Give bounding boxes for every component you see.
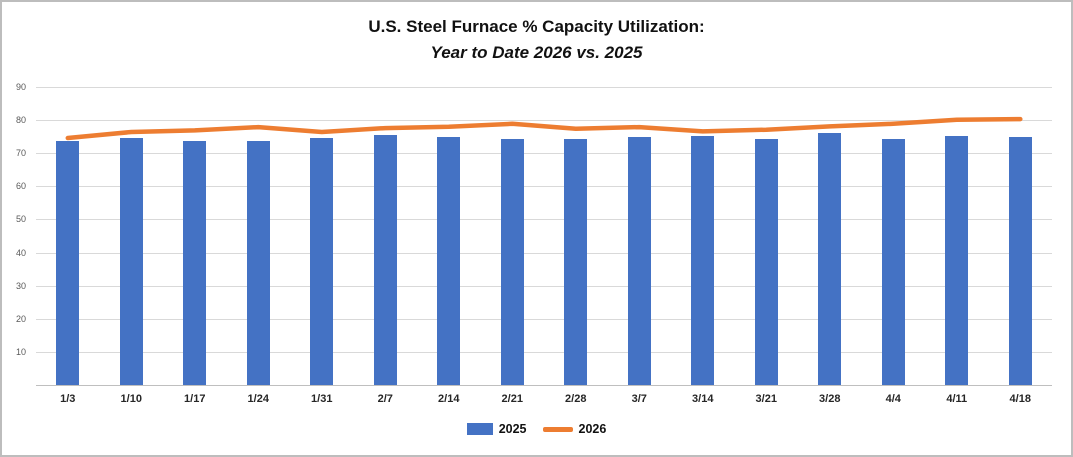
y-tick-label: 10: [15, 346, 26, 357]
bar-4/11: [945, 136, 969, 385]
x-tick-label-2/28: 2/28: [565, 393, 587, 405]
y-tick-label: 70: [15, 148, 26, 159]
x-tick-label-1/17: 1/17: [184, 393, 206, 405]
y-tick-label: 20: [15, 313, 26, 324]
bar-2/21: [500, 139, 524, 385]
gridline: [36, 252, 1052, 254]
gridline: [36, 153, 1052, 155]
x-tick-label-4/4: 4/4: [885, 393, 901, 405]
plot-area: [36, 87, 1052, 386]
bar-3/14: [691, 136, 715, 385]
x-tick-label-4/18: 4/18: [1009, 393, 1031, 405]
y-tick-label: 40: [15, 247, 26, 258]
gridline: [36, 186, 1052, 188]
bar-3/28: [818, 133, 842, 385]
y-tick-label: 80: [15, 115, 26, 126]
legend-label-2026: 2026: [578, 422, 607, 436]
x-tick-label-1/3: 1/3: [60, 393, 76, 405]
x-tick-label-3/14: 3/14: [692, 393, 714, 405]
x-tick-label-1/31: 1/31: [311, 393, 333, 405]
x-tick-label-3/7: 3/7: [631, 393, 647, 405]
legend-bar-swatch: [466, 423, 493, 435]
bar-2/14: [437, 136, 461, 385]
bar-1/10: [119, 138, 143, 385]
legend-item-2026: 2026: [542, 422, 607, 436]
x-tick-label-1/10: 1/10: [120, 393, 142, 405]
x-tick-label-2/21: 2/21: [501, 393, 523, 405]
y-tick-label: 30: [15, 280, 26, 291]
bar-2/28: [564, 139, 588, 385]
bar-3/21: [754, 139, 778, 385]
gridline: [36, 120, 1052, 122]
line-2026-path: [65, 116, 1023, 141]
gridline: [36, 318, 1052, 320]
bar-4/18: [1008, 137, 1032, 385]
x-tick-label-3/21: 3/21: [755, 393, 777, 405]
x-axis-labels: 1/3 1/10 1/17 1/24 1/31 2/7 2/14 2/21 2/28 3/7 3/1…: [36, 393, 1052, 409]
bar-1/17: [183, 141, 207, 385]
legend: 2025 2026: [2, 422, 1071, 436]
y-tick-label: 60: [15, 181, 26, 192]
bar-1/3: [56, 141, 80, 385]
y-tick-label: 50: [15, 214, 26, 225]
y-tick-label: 90: [15, 82, 26, 92]
y-axis-labels: 10 20 30 40 50 60 70 80 90: [2, 82, 30, 385]
chart-title-line1: U.S. Steel Furnace % Capacity Utilizatio…: [368, 17, 705, 36]
gridline: [36, 285, 1052, 287]
x-tick-label-4/11: 4/11: [946, 393, 968, 405]
bar-3/7: [627, 137, 651, 385]
chart-title: U.S. Steel Furnace % Capacity Utilizatio…: [2, 14, 1071, 66]
bar-4/4: [881, 139, 905, 385]
legend-label-2025: 2025: [498, 422, 527, 436]
bar-1/31: [310, 138, 334, 385]
bar-2/7: [373, 135, 397, 385]
x-tick-label-2/14: 2/14: [438, 393, 460, 405]
x-tick-label-2/7: 2/7: [377, 393, 393, 405]
bar-1/24: [246, 140, 270, 385]
legend-line-swatch: [542, 426, 573, 432]
x-tick-label-1/24: 1/24: [247, 393, 269, 405]
gridline: [36, 87, 1052, 88]
gridline: [36, 219, 1052, 221]
legend-item-2025: 2025: [466, 422, 527, 436]
x-tick-label-3/28: 3/28: [819, 393, 841, 405]
line-series-2026: [65, 116, 1023, 141]
gridline: [36, 351, 1052, 353]
chart-title-line2: Year to Date 2026 vs. 2025: [430, 43, 643, 62]
